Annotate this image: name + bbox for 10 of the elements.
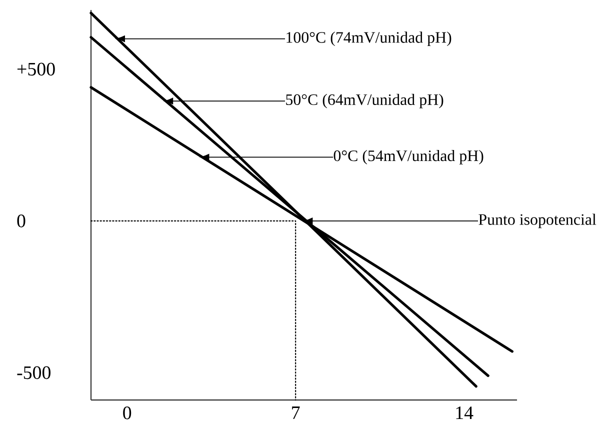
annotation: Punto isopotencial [478,214,596,228]
annotation: 0°C (54mV/unidad pH) [334,150,484,164]
x-tick-label: 14 [456,406,474,420]
x-tick-label: 7 [292,406,300,419]
annotation: 50°C (64mV/unidad pH) [286,94,444,108]
annotation: 100°C (74mV/unidad pH) [286,32,452,46]
y-tick-label: -500 [17,366,50,380]
y-tick-label: 0 [17,214,26,228]
y-tick-label: +500 [17,62,55,76]
x-tick-label: 0 [123,406,132,420]
